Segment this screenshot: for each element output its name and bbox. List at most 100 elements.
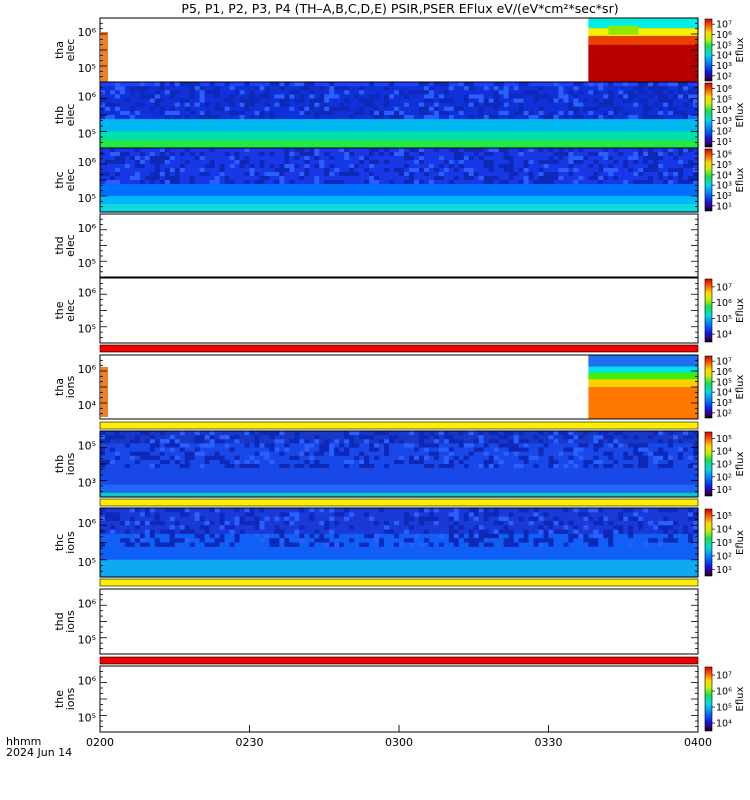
colorbar-tick-label: 10⁵	[716, 40, 732, 51]
panel-label: thb	[53, 455, 66, 473]
colorbar-tick-label: 10³	[716, 181, 732, 192]
x-tick-label: 0200	[86, 736, 114, 749]
colorbar	[704, 18, 713, 82]
y-tick-label: 10⁶	[78, 363, 97, 376]
status-bar	[99, 421, 699, 430]
colorbar-tick-label: 10¹	[716, 201, 732, 212]
colorbar-label: Eflux	[735, 298, 746, 323]
y-tick-label: 10⁶	[78, 675, 97, 688]
x-axis: 0200 0230 0300 0330 0400	[86, 725, 712, 749]
panel-label: tha	[53, 378, 66, 396]
colorbar-tick-label: 10⁵	[716, 377, 732, 388]
y-tick-label: 10⁶	[78, 286, 97, 299]
colorbar-tick-label: 10⁶	[716, 298, 732, 309]
y-tick-label: 10⁶	[78, 91, 97, 104]
colorbar-tick-label: 10³	[716, 538, 732, 549]
colorbar-tick-label: 10³	[716, 460, 732, 471]
panel-label: tha	[53, 41, 66, 59]
colorbar-label: Eflux	[735, 167, 746, 192]
panel-label: ions	[64, 375, 77, 398]
y-tick-label: 10⁵	[78, 127, 96, 140]
colorbar-tick-label: 10⁴	[716, 719, 732, 730]
colorbar-tick-label: 10⁵	[716, 95, 732, 106]
colorbar	[704, 666, 713, 732]
status-bar	[99, 656, 699, 665]
colorbar	[704, 508, 713, 577]
y-tick-label: 10⁵	[78, 634, 96, 647]
panel-label: ions	[64, 610, 77, 633]
y-tick-label: 10⁵	[78, 62, 96, 75]
colorbar-tick-label: 10¹	[716, 137, 732, 148]
y-tick-label: 10⁵	[78, 323, 96, 336]
panel-label: ions	[64, 531, 77, 554]
y-tick-label: 10⁶	[78, 222, 97, 235]
panel-frame	[99, 588, 699, 655]
y-tick-label: 10⁶	[78, 156, 97, 169]
x-tick-label: 0330	[535, 736, 563, 749]
panel-frame	[99, 277, 699, 344]
colorbar-tick-label: 10⁴	[716, 170, 732, 181]
colorbar-tick-label: 10⁷	[716, 20, 732, 31]
panel-label: the	[53, 690, 66, 708]
x-tick-label: 0230	[236, 736, 264, 749]
y-tick-label: 10⁵	[78, 192, 96, 205]
colorbar-label: Eflux	[735, 102, 746, 127]
colorbar-tick-label: 10¹	[716, 485, 732, 496]
colorbar-tick-label: 10⁴	[716, 525, 732, 536]
colorbar-tick-label: 10²	[716, 408, 732, 419]
status-bar	[99, 344, 699, 353]
colorbar-tick-label: 10⁴	[716, 330, 732, 341]
y-tick-label: 10⁵	[78, 556, 96, 569]
colorbar-label: Eflux	[735, 530, 746, 555]
panel-label: elec	[64, 299, 77, 322]
y-tick-label: 10⁴	[78, 399, 97, 412]
x-tick-label: 0400	[684, 736, 712, 749]
panel-label: elec	[64, 39, 77, 62]
colorbar	[704, 278, 713, 343]
colorbar-tick-label: 10³	[716, 116, 732, 127]
colorbar-tick-label: 10³	[716, 398, 732, 409]
colorbar-tick-label: 10⁷	[716, 671, 732, 682]
colorbar-tick-label: 10²	[716, 191, 732, 202]
colorbar-tick-label: 10²	[716, 127, 732, 138]
panel-label: elec	[64, 234, 77, 257]
y-tick-label: 10⁵	[78, 711, 96, 724]
colorbar-tick-label: 10⁵	[716, 314, 732, 325]
time-format-label: hhmm	[6, 735, 41, 748]
y-tick-label: 10⁶	[78, 597, 97, 610]
colorbar	[704, 431, 713, 497]
y-tick-label: 10⁶	[78, 517, 97, 530]
colorbar-tick-label: 10⁶	[716, 687, 732, 698]
panel-frame	[99, 213, 699, 278]
colorbar-tick-label: 10⁵	[716, 703, 732, 714]
colorbar	[704, 82, 713, 148]
status-bar	[99, 578, 699, 587]
date-label: 2024 Jun 14	[6, 746, 72, 759]
colorbar	[704, 148, 713, 212]
colorbar-tick-label: 10⁷	[716, 282, 732, 293]
colorbar-tick-label: 10²	[716, 551, 732, 562]
colorbar-tick-label: 10⁶	[716, 150, 732, 161]
panel-label: the	[53, 301, 66, 319]
y-tick-label: 10⁵	[78, 440, 96, 453]
colorbar-label: Eflux	[735, 451, 746, 476]
colorbar-tick-label: 10⁶	[716, 84, 732, 95]
panel-label: thc	[53, 171, 66, 188]
colorbar-label: Eflux	[735, 374, 746, 399]
panel-label: thb	[53, 106, 66, 124]
panel-label: thd	[53, 236, 66, 254]
status-bar	[99, 498, 699, 507]
panel-label: elec	[64, 104, 77, 127]
colorbar-tick-label: 10¹	[716, 565, 732, 576]
y-tick-label: 10³	[78, 476, 96, 489]
colorbar-tick-label: 10⁵	[716, 434, 732, 445]
colorbar-tick-label: 10⁷	[716, 357, 732, 368]
colorbar-tick-label: 10⁶	[716, 367, 732, 378]
